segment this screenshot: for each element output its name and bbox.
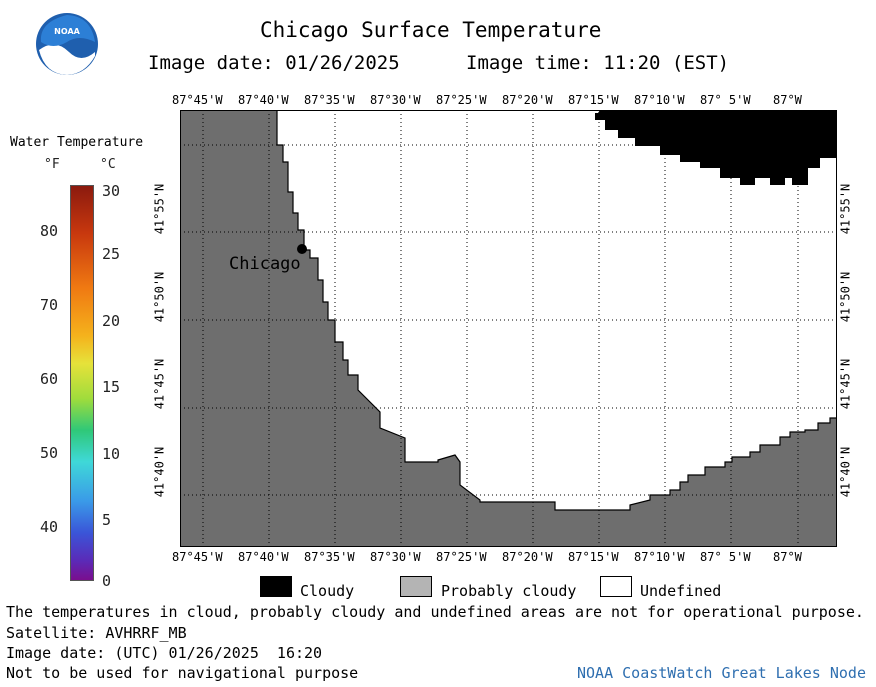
lon-label-top: 87°15'W xyxy=(568,93,619,107)
colorbar-f-tick: 40 xyxy=(40,518,59,536)
colorbar-f-tick: 70 xyxy=(40,296,59,314)
lat-label-right: 41°40'N xyxy=(838,446,853,498)
lon-label-bottom: 87°35'W xyxy=(304,550,355,564)
noaa-logo: NOAA xyxy=(36,13,98,75)
colorbar-unit-c: °C xyxy=(100,157,116,172)
colorbar-unit-f: °F xyxy=(44,157,60,172)
colorbar-f-tick: 60 xyxy=(40,370,59,388)
colorbar-c-tick: 5 xyxy=(102,511,112,529)
lon-label-bottom: 87°25'W xyxy=(436,550,487,564)
map-land xyxy=(180,110,837,547)
lon-label-bottom: 87°10'W xyxy=(634,550,685,564)
lat-label-left: 41°40'N xyxy=(152,446,167,498)
footer-note: The temperatures in cloud, probably clou… xyxy=(6,603,864,621)
footer-satellite: Satellite: AVHRRF_MB xyxy=(6,624,187,642)
lat-label-left: 41°50'N xyxy=(152,271,167,323)
lon-label-bottom: 87°W xyxy=(773,550,802,564)
lon-label-top: 87° 5'W xyxy=(700,93,751,107)
lat-label-right: 41°50'N xyxy=(838,271,853,323)
legend-swatch-cloudy xyxy=(260,576,292,597)
colorbar-gradient xyxy=(70,185,94,581)
lon-label-top: 87°20'W xyxy=(502,93,553,107)
lon-label-top: 87°30'W xyxy=(370,93,421,107)
legend-label-undefined: Undefined xyxy=(640,582,722,600)
footer-utc-date: Image date: (UTC) 01/26/2025 16:20 xyxy=(6,644,323,662)
footer-nav-note: Not to be used for navigational purpose xyxy=(6,664,359,682)
legend-label-probably-cloudy: Probably cloudy xyxy=(441,582,577,600)
colorbar-f-tick: 80 xyxy=(40,222,59,240)
lon-label-top: 87°35'W xyxy=(304,93,355,107)
logo-text: NOAA xyxy=(54,27,80,36)
lon-label-top: 87°45'W xyxy=(172,93,223,107)
lat-label-left: 41°55'N xyxy=(152,183,167,235)
colorbar-c-tick: 10 xyxy=(102,445,121,463)
colorbar-c-tick: 25 xyxy=(102,245,121,263)
lat-label-right: 41°45'N xyxy=(838,358,853,410)
map: Chicago xyxy=(180,110,837,547)
chicago-label: Chicago xyxy=(229,254,301,274)
colorbar-c-tick: 0 xyxy=(102,572,112,590)
lon-label-bottom: 87° 5'W xyxy=(700,550,751,564)
lon-label-bottom: 87°40'W xyxy=(238,550,289,564)
lon-label-bottom: 87°20'W xyxy=(502,550,553,564)
lon-label-top: 87°40'W xyxy=(238,93,289,107)
chicago-marker xyxy=(297,244,307,254)
lon-label-top: 87°25'W xyxy=(436,93,487,107)
lat-label-left: 41°45'N xyxy=(152,358,167,410)
page-title: Chicago Surface Temperature xyxy=(260,18,602,42)
legend-swatch-probably-cloudy xyxy=(400,576,432,597)
legend-swatch-undefined xyxy=(600,576,632,597)
colorbar-c-tick: 30 xyxy=(102,182,121,200)
lon-label-bottom: 87°15'W xyxy=(568,550,619,564)
lon-label-bottom: 87°30'W xyxy=(370,550,421,564)
colorbar-c-tick: 15 xyxy=(102,378,121,396)
colorbar-f-tick: 50 xyxy=(40,444,59,462)
legend-label-cloudy: Cloudy xyxy=(300,582,355,600)
footer-credit-link[interactable]: NOAA CoastWatch Great Lakes Node xyxy=(577,664,866,682)
colorbar-title: Water Temperature xyxy=(10,135,144,150)
map-cloud-cloudy xyxy=(595,110,837,185)
lon-label-top: 87°10'W xyxy=(634,93,685,107)
image-time: Image time: 11:20 (EST) xyxy=(466,52,730,74)
colorbar-c-tick: 20 xyxy=(102,312,121,330)
lat-label-right: 41°55'N xyxy=(838,183,853,235)
lon-label-top: 87°W xyxy=(773,93,802,107)
lon-label-bottom: 87°45'W xyxy=(172,550,223,564)
image-date: Image date: 01/26/2025 xyxy=(148,52,400,74)
